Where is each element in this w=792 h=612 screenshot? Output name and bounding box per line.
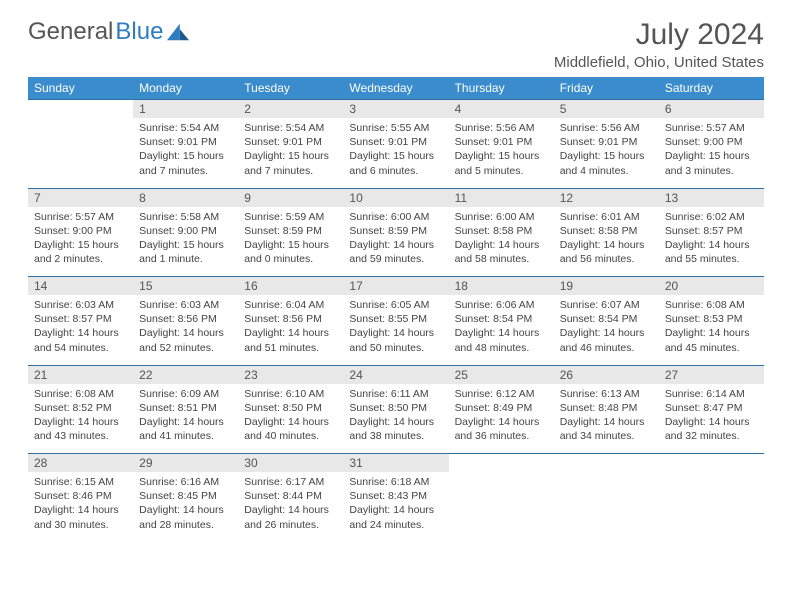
- day-number-cell: 3: [343, 100, 448, 119]
- day-number-cell: 12: [554, 188, 659, 207]
- day-number-cell: 1: [133, 100, 238, 119]
- day-details-cell: Sunrise: 6:16 AMSunset: 8:45 PMDaylight:…: [133, 472, 238, 542]
- day-details-row: Sunrise: 5:57 AMSunset: 9:00 PMDaylight:…: [28, 207, 764, 277]
- day-number-cell: 11: [449, 188, 554, 207]
- day-number-row: 21222324252627: [28, 365, 764, 384]
- day-details-cell: Sunrise: 6:03 AMSunset: 8:56 PMDaylight:…: [133, 295, 238, 365]
- location: Middlefield, Ohio, United States: [554, 54, 764, 71]
- day-details-cell: Sunrise: 6:09 AMSunset: 8:51 PMDaylight:…: [133, 384, 238, 454]
- day-number-cell: 27: [659, 365, 764, 384]
- day-number-row: 14151617181920: [28, 277, 764, 296]
- day-details-row: Sunrise: 6:03 AMSunset: 8:57 PMDaylight:…: [28, 295, 764, 365]
- day-number-cell: 2: [238, 100, 343, 119]
- title-block: July 2024 Middlefield, Ohio, United Stat…: [554, 18, 764, 71]
- day-details-cell: Sunrise: 6:14 AMSunset: 8:47 PMDaylight:…: [659, 384, 764, 454]
- logo-text-2: Blue: [115, 18, 163, 46]
- day-details-cell: Sunrise: 5:56 AMSunset: 9:01 PMDaylight:…: [449, 118, 554, 188]
- day-number-cell: [554, 454, 659, 473]
- day-details-cell: Sunrise: 6:06 AMSunset: 8:54 PMDaylight:…: [449, 295, 554, 365]
- day-details-cell: Sunrise: 6:07 AMSunset: 8:54 PMDaylight:…: [554, 295, 659, 365]
- day-details-cell: Sunrise: 6:04 AMSunset: 8:56 PMDaylight:…: [238, 295, 343, 365]
- day-details-cell: Sunrise: 5:54 AMSunset: 9:01 PMDaylight:…: [133, 118, 238, 188]
- day-details-cell: Sunrise: 6:18 AMSunset: 8:43 PMDaylight:…: [343, 472, 448, 542]
- day-number-cell: 26: [554, 365, 659, 384]
- day-details-cell: Sunrise: 6:15 AMSunset: 8:46 PMDaylight:…: [28, 472, 133, 542]
- day-number-cell: 18: [449, 277, 554, 296]
- day-number-cell: 24: [343, 365, 448, 384]
- day-number-cell: 8: [133, 188, 238, 207]
- day-number-row: 123456: [28, 100, 764, 119]
- day-details-cell: [449, 472, 554, 542]
- day-number-cell: 13: [659, 188, 764, 207]
- day-details-cell: [28, 118, 133, 188]
- day-details-cell: Sunrise: 6:08 AMSunset: 8:53 PMDaylight:…: [659, 295, 764, 365]
- day-number-cell: 9: [238, 188, 343, 207]
- calendar: SundayMondayTuesdayWednesdayThursdayFrid…: [28, 77, 764, 542]
- day-details-cell: Sunrise: 5:58 AMSunset: 9:00 PMDaylight:…: [133, 207, 238, 277]
- day-details-cell: Sunrise: 5:56 AMSunset: 9:01 PMDaylight:…: [554, 118, 659, 188]
- weekday-header: Monday: [133, 77, 238, 100]
- day-number-cell: 20: [659, 277, 764, 296]
- day-details-cell: Sunrise: 6:13 AMSunset: 8:48 PMDaylight:…: [554, 384, 659, 454]
- day-number-cell: 4: [449, 100, 554, 119]
- day-details-cell: Sunrise: 6:12 AMSunset: 8:49 PMDaylight:…: [449, 384, 554, 454]
- day-details-cell: Sunrise: 6:02 AMSunset: 8:57 PMDaylight:…: [659, 207, 764, 277]
- day-details-cell: Sunrise: 6:10 AMSunset: 8:50 PMDaylight:…: [238, 384, 343, 454]
- day-details-row: Sunrise: 6:15 AMSunset: 8:46 PMDaylight:…: [28, 472, 764, 542]
- weekday-header: Thursday: [449, 77, 554, 100]
- day-details-cell: Sunrise: 5:59 AMSunset: 8:59 PMDaylight:…: [238, 207, 343, 277]
- day-number-cell: 16: [238, 277, 343, 296]
- day-number-cell: [28, 100, 133, 119]
- day-number-cell: 6: [659, 100, 764, 119]
- weekday-header: Tuesday: [238, 77, 343, 100]
- day-details-cell: Sunrise: 6:11 AMSunset: 8:50 PMDaylight:…: [343, 384, 448, 454]
- weekday-header: Wednesday: [343, 77, 448, 100]
- day-number-cell: 10: [343, 188, 448, 207]
- day-number-cell: 29: [133, 454, 238, 473]
- day-details-row: Sunrise: 6:08 AMSunset: 8:52 PMDaylight:…: [28, 384, 764, 454]
- day-details-cell: Sunrise: 5:57 AMSunset: 9:00 PMDaylight:…: [659, 118, 764, 188]
- day-details-cell: Sunrise: 6:00 AMSunset: 8:58 PMDaylight:…: [449, 207, 554, 277]
- day-details-cell: Sunrise: 6:17 AMSunset: 8:44 PMDaylight:…: [238, 472, 343, 542]
- header: GeneralBlue July 2024 Middlefield, Ohio,…: [28, 18, 764, 71]
- day-number-cell: 30: [238, 454, 343, 473]
- weekday-header: Friday: [554, 77, 659, 100]
- day-number-cell: 31: [343, 454, 448, 473]
- day-details-cell: [554, 472, 659, 542]
- day-number-cell: 7: [28, 188, 133, 207]
- day-details-cell: Sunrise: 5:57 AMSunset: 9:00 PMDaylight:…: [28, 207, 133, 277]
- day-number-row: 28293031: [28, 454, 764, 473]
- day-details-cell: Sunrise: 6:03 AMSunset: 8:57 PMDaylight:…: [28, 295, 133, 365]
- day-number-cell: 28: [28, 454, 133, 473]
- day-number-cell: 22: [133, 365, 238, 384]
- day-details-cell: Sunrise: 5:55 AMSunset: 9:01 PMDaylight:…: [343, 118, 448, 188]
- day-number-cell: 15: [133, 277, 238, 296]
- day-details-cell: [659, 472, 764, 542]
- day-number-row: 78910111213: [28, 188, 764, 207]
- day-number-cell: 23: [238, 365, 343, 384]
- month-title: July 2024: [554, 18, 764, 52]
- weekday-header-row: SundayMondayTuesdayWednesdayThursdayFrid…: [28, 77, 764, 100]
- day-details-cell: Sunrise: 6:08 AMSunset: 8:52 PMDaylight:…: [28, 384, 133, 454]
- day-number-cell: 5: [554, 100, 659, 119]
- day-details-cell: Sunrise: 5:54 AMSunset: 9:01 PMDaylight:…: [238, 118, 343, 188]
- day-number-cell: 19: [554, 277, 659, 296]
- day-details-cell: Sunrise: 6:05 AMSunset: 8:55 PMDaylight:…: [343, 295, 448, 365]
- day-number-cell: 25: [449, 365, 554, 384]
- day-number-cell: 14: [28, 277, 133, 296]
- logo-icon: [167, 23, 189, 41]
- day-details-cell: Sunrise: 6:01 AMSunset: 8:58 PMDaylight:…: [554, 207, 659, 277]
- day-number-cell: 17: [343, 277, 448, 296]
- day-number-cell: [659, 454, 764, 473]
- day-number-cell: 21: [28, 365, 133, 384]
- day-details-cell: Sunrise: 6:00 AMSunset: 8:59 PMDaylight:…: [343, 207, 448, 277]
- weekday-header: Saturday: [659, 77, 764, 100]
- weekday-header: Sunday: [28, 77, 133, 100]
- day-number-cell: [449, 454, 554, 473]
- logo: GeneralBlue: [28, 18, 189, 46]
- day-details-row: Sunrise: 5:54 AMSunset: 9:01 PMDaylight:…: [28, 118, 764, 188]
- logo-text-1: General: [28, 18, 113, 46]
